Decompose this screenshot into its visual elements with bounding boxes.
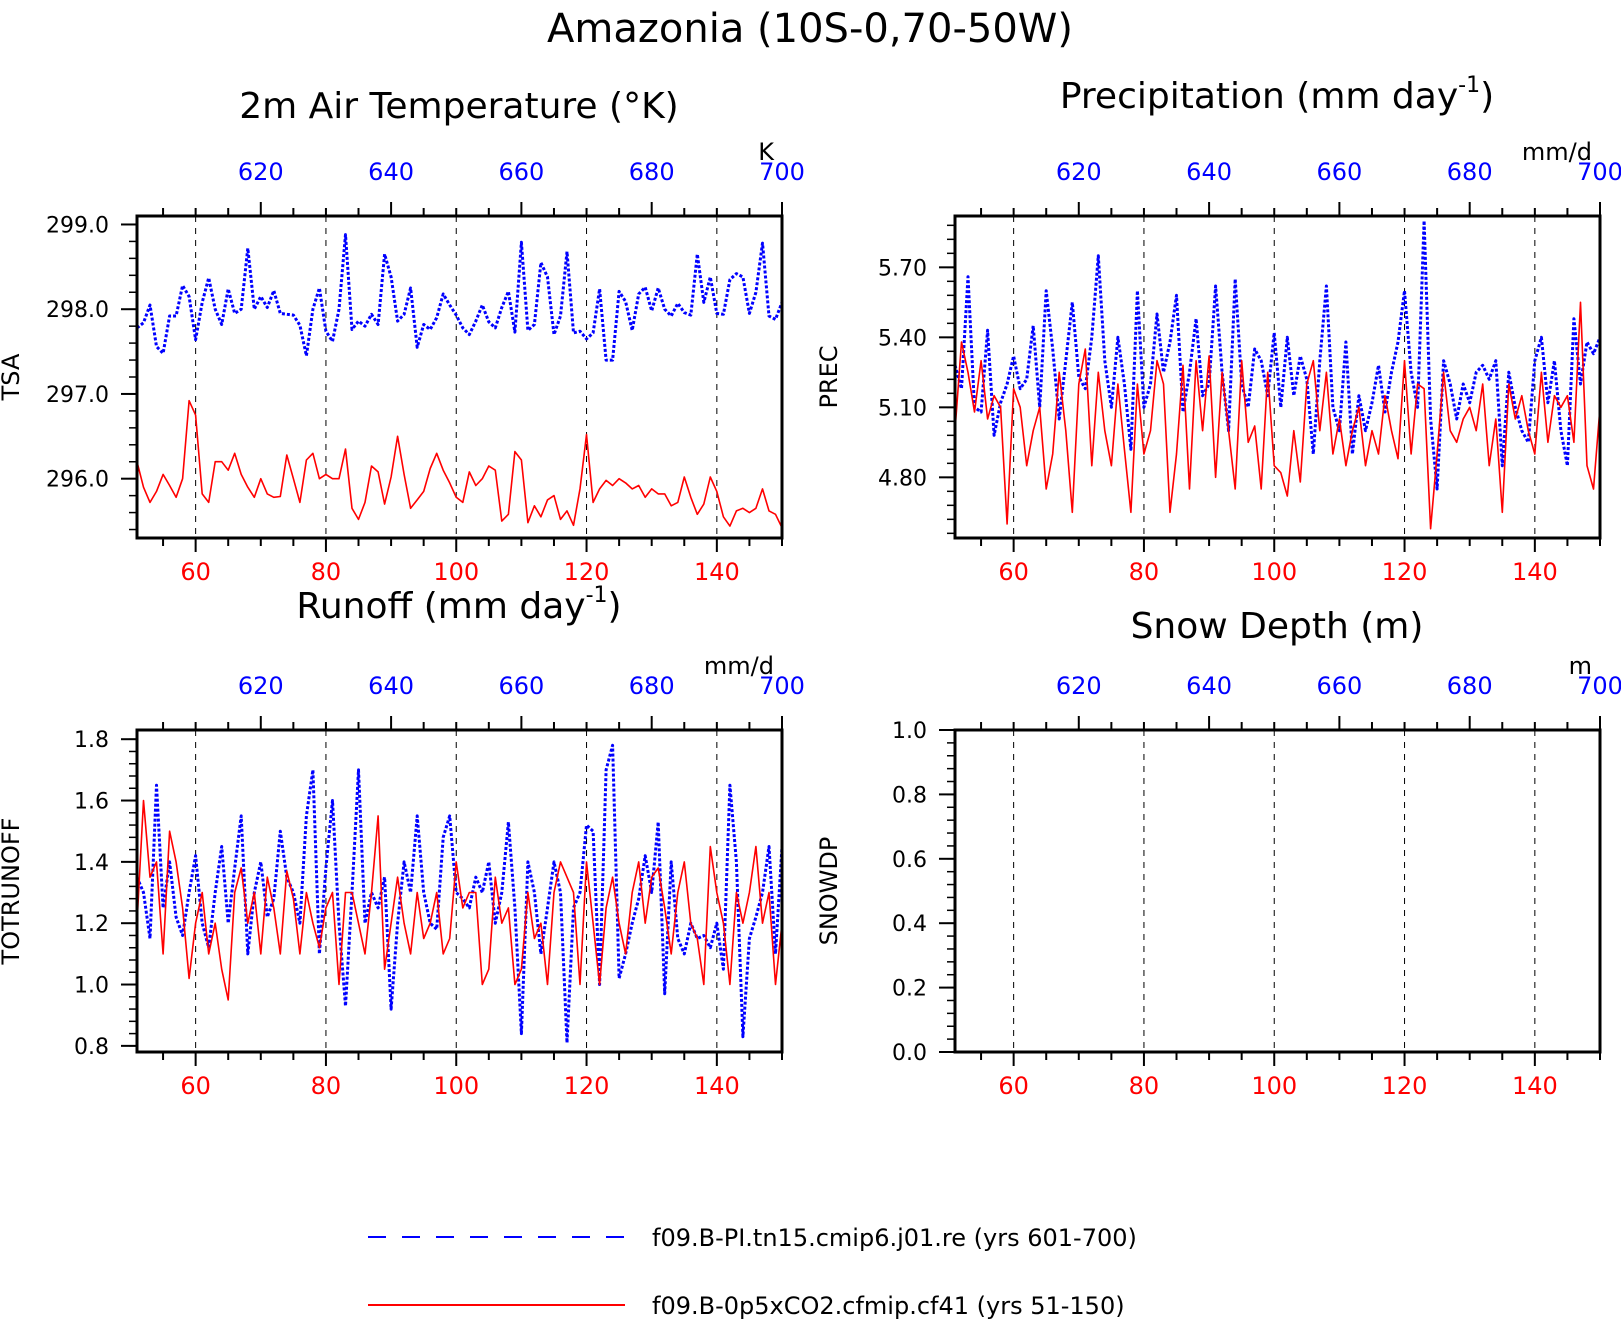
plot-frame: [953, 728, 1602, 1054]
x-bottom-tick-label: 140: [1512, 558, 1558, 586]
y-tick-label: 0.2: [892, 977, 927, 1002]
x-bottom-tick-label: 80: [311, 1072, 342, 1100]
x-top-tick-label: 640: [368, 158, 414, 186]
panel-tsa: 2m Air Temperature (°K) K TSA 60 80 100 120 140…: [0, 86, 805, 586]
panel-title: Precipitation (mm day-1): [1060, 73, 1494, 117]
x-top-tick-label: 680: [1447, 158, 1493, 186]
x-bottom-tick-label: 100: [433, 1072, 479, 1100]
series-line-co2: [136, 799, 783, 1001]
y-tick-label: 1.0: [892, 719, 927, 744]
y-tick-label: 4.80: [878, 466, 927, 491]
series-line-co2: [954, 301, 1601, 530]
legend-label-co2: f09.B-0p5xCO2.cfmip.cf41 (yrs 51-150): [652, 1292, 1125, 1320]
x-top-tick-label: 640: [368, 672, 414, 700]
x-bottom-tick-label: 60: [998, 1072, 1029, 1100]
y-tick-label: 0.8: [74, 1035, 109, 1060]
x-bottom-tick-label: 140: [694, 1072, 740, 1100]
x-top-tick-label: 700: [1577, 158, 1621, 186]
unit-label: m: [1569, 652, 1592, 680]
figure-title: Amazonia (10S-0,70-50W): [547, 6, 1073, 52]
y-tick-label: 296.0: [46, 468, 109, 493]
unit-label: mm/d: [704, 652, 774, 680]
x-top-tick-label: 680: [629, 158, 675, 186]
x-bottom-tick-label: 120: [564, 1072, 610, 1100]
x-top-tick-label: 700: [759, 672, 805, 700]
x-bottom-tick-label: 100: [1251, 558, 1297, 586]
x-top-tick-label: 680: [1447, 672, 1493, 700]
unit-label: mm/d: [1522, 138, 1592, 166]
y-tick-label: 0.0: [892, 1041, 927, 1066]
y-tick-label: 297.0: [46, 383, 109, 408]
x-bottom-tick-label: 140: [694, 558, 740, 586]
x-bottom-tick-label: 140: [1512, 1072, 1558, 1100]
x-top-tick-label: 700: [759, 158, 805, 186]
y-tick-label: 5.70: [878, 256, 927, 281]
y-tick-label: 0.8: [892, 783, 927, 808]
series-line-pi: [953, 219, 1602, 491]
plot-frame: [135, 214, 784, 540]
panel-title: Snow Depth (m): [1131, 606, 1424, 647]
x-top-tick-label: 660: [498, 158, 544, 186]
x-top-tick-label: 620: [1056, 158, 1102, 186]
y-tick-label: 1.4: [74, 851, 109, 876]
x-bottom-tick-label: 80: [1129, 558, 1160, 586]
y-axis-label: TOTRUNOFF: [0, 818, 25, 966]
y-axis-label: PREC: [815, 345, 843, 408]
x-bottom-tick-label: 80: [1129, 1072, 1160, 1100]
panel-title: 2m Air Temperature (°K): [239, 86, 678, 127]
x-bottom-tick-label: 120: [1382, 558, 1428, 586]
legend-label-pi: f09.B-PI.tn15.cmip6.j01.re (yrs 601-700): [652, 1224, 1137, 1252]
x-top-tick-label: 700: [1577, 672, 1621, 700]
x-bottom-tick-label: 60: [180, 558, 211, 586]
y-tick-label: 0.6: [892, 848, 927, 873]
y-tick-label: 1.2: [74, 912, 109, 937]
x-top-tick-label: 640: [1186, 672, 1232, 700]
y-tick-label: 0.4: [892, 912, 927, 937]
x-top-tick-label: 660: [498, 672, 544, 700]
y-tick-label: 1.0: [74, 974, 109, 999]
y-tick-label: 299.0: [46, 213, 109, 238]
legend: f09.B-PI.tn15.cmip6.j01.re (yrs 601-700)…: [368, 1224, 1137, 1320]
x-top-tick-label: 660: [1316, 158, 1362, 186]
series-line-pi: [135, 743, 784, 1045]
panel-totrunoff: Runoff (mm day-1) mm/d TOTRUNOFF 60 80 100 120…: [0, 583, 805, 1100]
y-axis-label: SNOWDP: [815, 837, 843, 946]
plot-frame: [135, 728, 784, 1054]
x-bottom-tick-label: 120: [564, 558, 610, 586]
series-line-pi: [136, 233, 784, 362]
unit-label: K: [758, 138, 775, 166]
y-tick-label: 298.0: [46, 298, 109, 323]
y-tick-label: 5.10: [878, 396, 927, 421]
y-tick-label: 5.40: [878, 326, 927, 351]
series-line-co2: [136, 399, 783, 529]
x-bottom-tick-label: 120: [1382, 1072, 1428, 1100]
x-top-tick-label: 680: [629, 672, 675, 700]
plot-frame: [953, 214, 1602, 540]
x-top-tick-label: 620: [1056, 672, 1102, 700]
x-top-tick-label: 620: [238, 672, 284, 700]
y-axis-label: TSA: [0, 353, 25, 401]
x-bottom-tick-label: 60: [180, 1072, 211, 1100]
y-tick-label: 1.8: [74, 728, 109, 753]
panels: 2m Air Temperature (°K) K TSA 60 80 100 120 140…: [0, 73, 1621, 1100]
x-bottom-tick-label: 100: [1251, 1072, 1297, 1100]
x-top-tick-label: 660: [1316, 672, 1362, 700]
x-top-tick-label: 620: [238, 158, 284, 186]
x-bottom-tick-label: 100: [433, 558, 479, 586]
panel-title: Runoff (mm day-1): [296, 583, 621, 627]
x-bottom-tick-label: 60: [998, 558, 1029, 586]
x-top-tick-label: 640: [1186, 158, 1232, 186]
y-tick-label: 1.6: [74, 790, 109, 815]
panel-prec: Precipitation (mm day-1) mm/d PREC 60 80 100 1…: [815, 73, 1621, 586]
panel-snowdp: Snow Depth (m) m SNOWDP 60 80 100 120 140 620 640…: [815, 606, 1621, 1100]
x-bottom-tick-label: 80: [311, 558, 342, 586]
